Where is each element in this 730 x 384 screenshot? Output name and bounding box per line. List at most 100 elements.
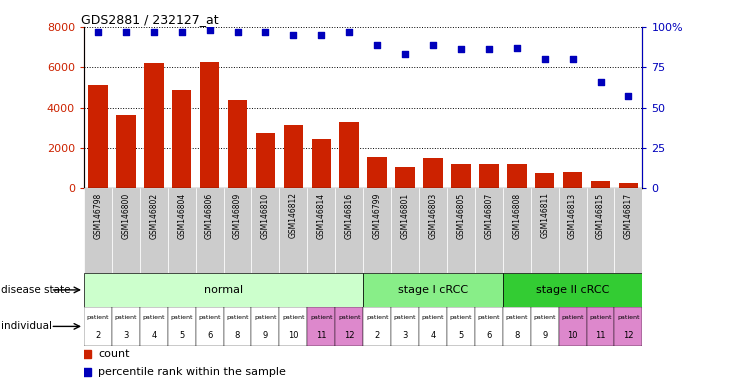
Point [148,29,160,35]
Text: 6: 6 [207,331,212,341]
Text: GSM146812: GSM146812 [289,192,298,238]
Bar [364,273,503,306]
Text: GSM146806: GSM146806 [205,192,214,238]
Text: patient: patient [450,315,472,321]
Text: 4: 4 [431,331,436,341]
Bar [84,188,112,273]
Bar [112,307,140,346]
Text: 3: 3 [123,331,128,341]
Bar [447,307,474,346]
Text: GSM146801: GSM146801 [401,192,410,238]
Text: patient: patient [115,315,137,321]
Text: patient: patient [199,315,221,321]
Text: normal: normal [204,285,243,295]
Bar [172,90,191,188]
Bar [563,172,583,188]
Text: 4: 4 [151,331,156,341]
Point [92,29,104,35]
Bar [507,164,526,188]
Text: GSM146811: GSM146811 [540,192,549,238]
Bar [112,188,140,273]
Text: patient: patient [477,315,500,321]
Text: patient: patient [310,315,333,321]
Text: GSM146804: GSM146804 [177,192,186,238]
Bar [503,188,531,273]
Bar [144,63,164,188]
Text: 11: 11 [316,331,326,341]
Text: stage II cRCC: stage II cRCC [536,285,610,295]
Bar [615,188,642,273]
Text: patient: patient [170,315,193,321]
Bar [223,188,251,273]
Bar [168,188,196,273]
Bar [339,122,359,188]
Text: patient: patient [422,315,445,321]
Text: patient: patient [254,315,277,321]
Bar [591,181,610,188]
Text: 12: 12 [623,331,634,341]
Text: 8: 8 [235,331,240,341]
Text: patient: patient [505,315,528,321]
Point [204,27,215,33]
Text: count: count [98,349,129,359]
Point [231,29,243,35]
Bar [88,85,108,188]
Bar [228,101,247,188]
Bar [116,114,136,188]
Text: GSM146799: GSM146799 [372,192,382,239]
Bar [474,188,503,273]
Text: GSM146798: GSM146798 [93,192,102,238]
Bar [419,188,447,273]
Bar [447,188,474,273]
Point [288,32,299,38]
Text: GSM146803: GSM146803 [429,192,437,238]
Point [315,32,327,38]
Point [595,79,607,85]
Bar [335,307,364,346]
Text: disease state: disease state [1,285,71,295]
Text: GSM146817: GSM146817 [624,192,633,238]
Text: patient: patient [393,315,416,321]
Text: patient: patient [589,315,612,321]
Bar [423,158,443,188]
Point [511,45,523,51]
Text: 9: 9 [542,331,548,341]
Text: 3: 3 [402,331,408,341]
Point [120,29,131,35]
Bar [391,188,419,273]
Text: patient: patient [282,315,304,321]
Bar [395,167,415,188]
Text: GSM146809: GSM146809 [233,192,242,238]
Bar [307,188,335,273]
Text: patient: patient [617,315,639,321]
Bar [367,157,387,188]
Text: GDS2881 / 232127_at: GDS2881 / 232127_at [81,13,219,26]
Point [455,46,466,53]
Text: GSM146800: GSM146800 [121,192,131,238]
Bar [335,188,364,273]
Bar [251,307,280,346]
Text: patient: patient [366,315,388,321]
Text: patient: patient [561,315,584,321]
Bar [196,188,223,273]
Point [427,41,439,48]
Text: patient: patient [142,315,165,321]
Text: 6: 6 [486,331,491,341]
Bar [531,307,558,346]
Bar [307,307,335,346]
Text: 10: 10 [567,331,578,341]
Bar [364,188,391,273]
Text: percentile rank within the sample: percentile rank within the sample [98,366,285,377]
Bar [168,307,196,346]
Text: patient: patient [534,315,556,321]
Bar [364,307,391,346]
Text: GSM146808: GSM146808 [512,192,521,238]
Point [483,46,495,53]
Bar [139,307,168,346]
Bar [451,164,471,188]
Text: 11: 11 [595,331,606,341]
Text: patient: patient [338,315,361,321]
Text: GSM146816: GSM146816 [345,192,354,238]
Bar [280,307,307,346]
Text: 8: 8 [514,331,520,341]
